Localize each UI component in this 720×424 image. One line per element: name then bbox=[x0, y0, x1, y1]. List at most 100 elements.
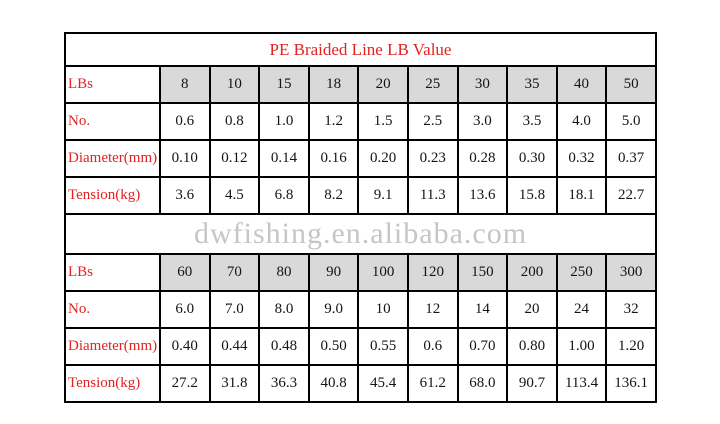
data-cell: 40.8 bbox=[307, 364, 360, 403]
data-cell: 8 bbox=[159, 65, 211, 104]
table-row: LBs 8 10 15 18 20 25 30 35 40 50 bbox=[64, 65, 657, 104]
row-header-no: No. bbox=[64, 290, 161, 329]
data-cell: 68.0 bbox=[456, 364, 509, 403]
data-cell: 0.23 bbox=[406, 139, 459, 178]
data-cell: 11.3 bbox=[406, 176, 459, 215]
data-cell: 1.20 bbox=[605, 327, 657, 366]
data-cell: 0.55 bbox=[357, 327, 409, 366]
table-title: PE Braided Line LB Value bbox=[64, 32, 657, 67]
data-cell: 25 bbox=[406, 65, 459, 104]
data-cell: 10 bbox=[357, 290, 409, 329]
watermark-text: dwfishing.en.alibaba.com bbox=[64, 213, 657, 255]
table-row: Tension(kg) 27.2 31.8 36.3 40.8 45.4 61.2 68.0 9… bbox=[64, 364, 657, 403]
data-cell: 0.70 bbox=[456, 327, 509, 366]
data-cell: 8.0 bbox=[258, 290, 310, 329]
data-cell: 0.20 bbox=[357, 139, 409, 178]
data-cell: 0.30 bbox=[506, 139, 558, 178]
data-cell: 0.32 bbox=[555, 139, 608, 178]
data-cell: 0.48 bbox=[258, 327, 310, 366]
data-cell: 13.6 bbox=[456, 176, 509, 215]
data-cell: 70 bbox=[208, 253, 261, 292]
spec-sheet: PE Braided Line LB Value LBs 8 10 15 18 20 25 3… bbox=[64, 32, 657, 403]
data-cell: 4.5 bbox=[208, 176, 261, 215]
data-cell: 0.14 bbox=[258, 139, 310, 178]
data-cell: 15 bbox=[258, 65, 310, 104]
data-cell: 40 bbox=[555, 65, 608, 104]
data-cell: 100 bbox=[357, 253, 409, 292]
row-header-no: No. bbox=[64, 102, 161, 141]
data-cell: 113.4 bbox=[555, 364, 608, 403]
pe-braided-line-table: PE Braided Line LB Value LBs 8 10 15 18 20 25 3… bbox=[64, 32, 657, 403]
data-cell: 22.7 bbox=[605, 176, 657, 215]
data-cell: 14 bbox=[456, 290, 509, 329]
data-cell: 31.8 bbox=[208, 364, 261, 403]
data-cell: 50 bbox=[605, 65, 657, 104]
data-cell: 1.5 bbox=[357, 102, 409, 141]
data-cell: 0.16 bbox=[307, 139, 360, 178]
watermark-row: dwfishing.en.alibaba.com bbox=[64, 213, 657, 255]
data-cell: 6.8 bbox=[258, 176, 310, 215]
data-cell: 200 bbox=[506, 253, 558, 292]
data-cell: 20 bbox=[506, 290, 558, 329]
data-cell: 24 bbox=[555, 290, 608, 329]
data-cell: 90 bbox=[307, 253, 360, 292]
data-cell: 60 bbox=[159, 253, 211, 292]
row-header-tension-kg: Tension(kg) bbox=[64, 176, 161, 215]
data-cell: 27.2 bbox=[159, 364, 211, 403]
data-cell: 80 bbox=[258, 253, 310, 292]
data-cell: 30 bbox=[456, 65, 509, 104]
table-row: No. 6.0 7.0 8.0 9.0 10 12 14 20 24 32 bbox=[64, 290, 657, 329]
row-header-lbs: LBs bbox=[64, 253, 161, 292]
data-cell: 9.0 bbox=[307, 290, 360, 329]
table-row: Tension(kg) 3.6 4.5 6.8 8.2 9.1 11.3 13.6 15.8 18… bbox=[64, 176, 657, 215]
data-cell: 3.6 bbox=[159, 176, 211, 215]
data-cell: 0.6 bbox=[406, 327, 459, 366]
data-cell: 0.37 bbox=[605, 139, 657, 178]
data-cell: 45.4 bbox=[357, 364, 409, 403]
title-row: PE Braided Line LB Value bbox=[64, 32, 657, 67]
data-cell: 0.10 bbox=[159, 139, 211, 178]
data-cell: 0.50 bbox=[307, 327, 360, 366]
data-cell: 150 bbox=[456, 253, 509, 292]
data-cell: 3.0 bbox=[456, 102, 509, 141]
row-header-lbs: LBs bbox=[64, 65, 161, 104]
data-cell: 6.0 bbox=[159, 290, 211, 329]
table-row: No. 0.6 0.8 1.0 1.2 1.5 2.5 3.0 3.5 4.0 5.0 bbox=[64, 102, 657, 141]
data-cell: 0.8 bbox=[208, 102, 261, 141]
data-cell: 90.7 bbox=[506, 364, 558, 403]
row-header-diameter-mm: Diameter(mm) bbox=[64, 327, 161, 366]
data-cell: 5.0 bbox=[605, 102, 657, 141]
data-cell: 0.44 bbox=[208, 327, 261, 366]
data-cell: 35 bbox=[506, 65, 558, 104]
data-cell: 0.28 bbox=[456, 139, 509, 178]
data-cell: 12 bbox=[406, 290, 459, 329]
table-row: LBs 60 70 80 90 100 120 150 200 250 300 bbox=[64, 253, 657, 292]
data-cell: 1.0 bbox=[258, 102, 310, 141]
data-cell: 136.1 bbox=[605, 364, 657, 403]
data-cell: 4.0 bbox=[555, 102, 608, 141]
data-cell: 36.3 bbox=[258, 364, 310, 403]
data-cell: 300 bbox=[605, 253, 657, 292]
data-cell: 7.0 bbox=[208, 290, 261, 329]
data-cell: 250 bbox=[555, 253, 608, 292]
data-cell: 15.8 bbox=[506, 176, 558, 215]
data-cell: 1.00 bbox=[555, 327, 608, 366]
table-section-lower: LBs 60 70 80 90 100 120 150 200 250 300 No. 6.0 7.0 8.… bbox=[64, 253, 657, 403]
data-cell: 120 bbox=[406, 253, 459, 292]
data-cell: 0.12 bbox=[208, 139, 261, 178]
row-header-tension-kg: Tension(kg) bbox=[64, 364, 161, 403]
data-cell: 0.80 bbox=[506, 327, 558, 366]
data-cell: 0.6 bbox=[159, 102, 211, 141]
row-header-diameter-mm: Diameter(mm) bbox=[64, 139, 161, 178]
data-cell: 8.2 bbox=[307, 176, 360, 215]
table-row: Diameter(mm) 0.40 0.44 0.48 0.50 0.55 0.6 0.70 0… bbox=[64, 327, 657, 366]
data-cell: 61.2 bbox=[406, 364, 459, 403]
data-cell: 9.1 bbox=[357, 176, 409, 215]
data-cell: 20 bbox=[357, 65, 409, 104]
data-cell: 2.5 bbox=[406, 102, 459, 141]
data-cell: 18.1 bbox=[555, 176, 608, 215]
table-row: Diameter(mm) 0.10 0.12 0.14 0.16 0.20 0.23 0.28… bbox=[64, 139, 657, 178]
data-cell: 3.5 bbox=[506, 102, 558, 141]
data-cell: 0.40 bbox=[159, 327, 211, 366]
